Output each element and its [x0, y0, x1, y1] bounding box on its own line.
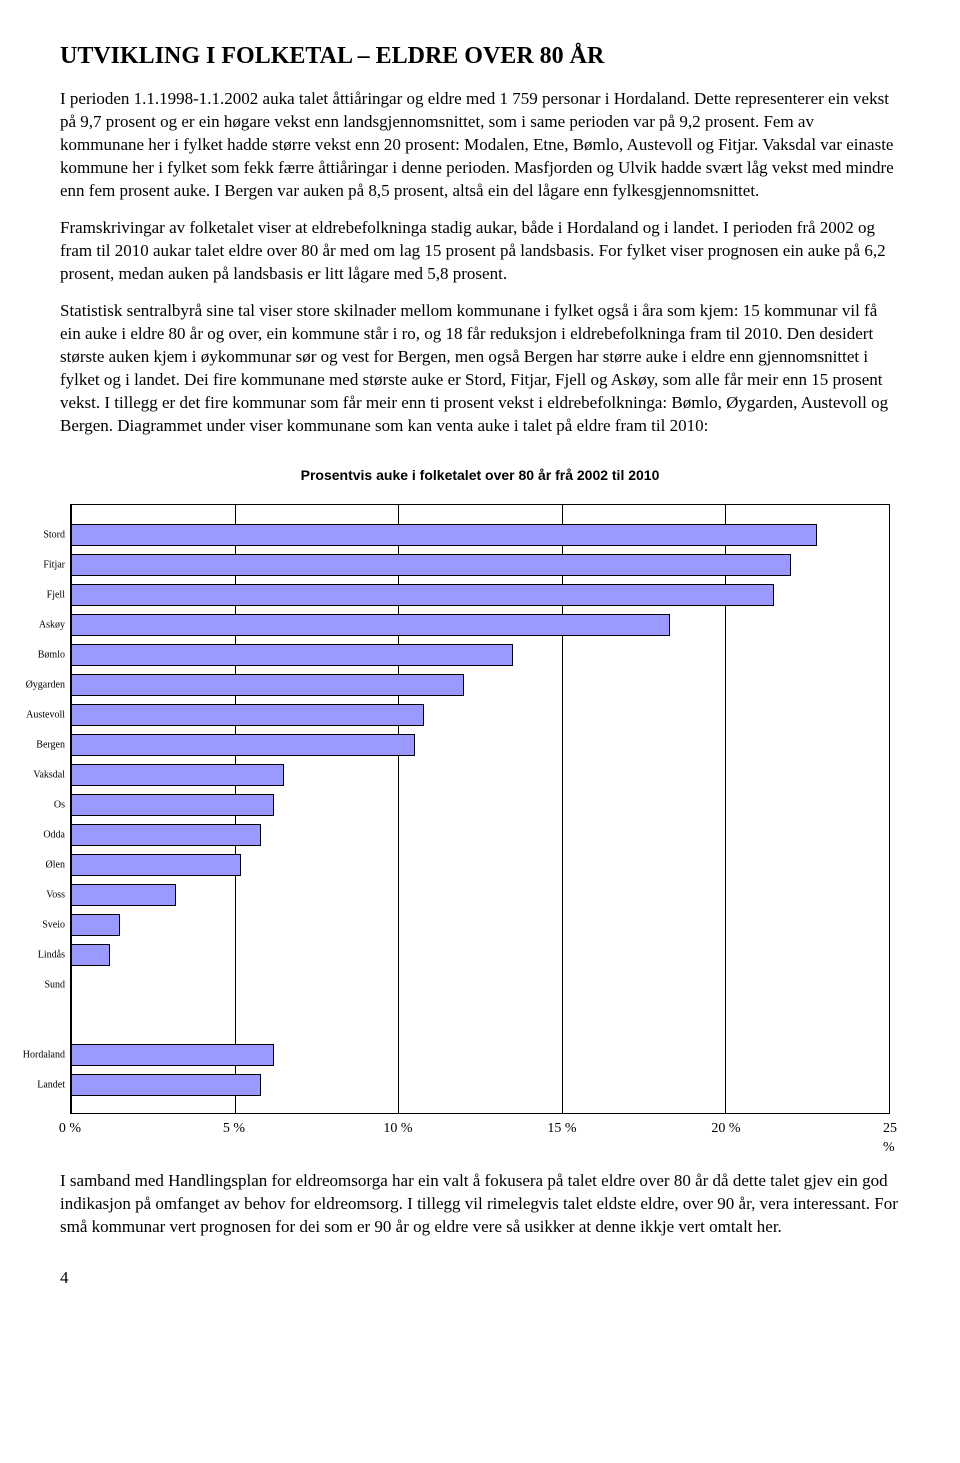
chart-bar: [71, 644, 513, 666]
chart-row-label: Fjell: [0, 589, 65, 603]
chart-row-label: Sveio: [0, 919, 65, 933]
chart-x-axis: 0 %5 %10 %15 %20 %25 %: [70, 1114, 890, 1144]
chart-bar: [71, 944, 110, 966]
chart-x-tick: 25 %: [883, 1120, 897, 1158]
chart-row-label: Austevoll: [0, 709, 65, 723]
chart-row-label: Ølen: [0, 859, 65, 873]
chart-row: Lindås: [71, 941, 889, 969]
chart-bar: [71, 734, 415, 756]
chart-row-label: Odda: [0, 829, 65, 843]
body-paragraph-1: I perioden 1.1.1998-1.1.2002 auka talet …: [60, 88, 900, 203]
chart-row-label: Hordaland: [0, 1049, 65, 1063]
chart-row: Stord: [71, 521, 889, 549]
chart-row-label: Vaksdal: [0, 769, 65, 783]
chart-row: Landet: [71, 1071, 889, 1099]
chart-gridline: [889, 505, 890, 1113]
chart-bar: [71, 704, 424, 726]
chart-row: Øygarden: [71, 671, 889, 699]
chart-row-label: Fitjar: [0, 559, 65, 573]
bar-chart: StordFitjarFjellAskøyBømloØygardenAustev…: [70, 504, 890, 1144]
chart-bar: [71, 584, 774, 606]
chart-x-tick: 15 %: [547, 1120, 576, 1139]
chart-row: Hordaland: [71, 1041, 889, 1069]
chart-row-label: Voss: [0, 889, 65, 903]
chart-bar: [71, 914, 120, 936]
chart-plot-area: StordFitjarFjellAskøyBømloØygardenAustev…: [70, 504, 890, 1114]
chart-row: Ølen: [71, 851, 889, 879]
chart-bar: [71, 764, 284, 786]
body-paragraph-2: Framskrivingar av folketalet viser at el…: [60, 217, 900, 286]
page-number: 4: [60, 1267, 900, 1290]
chart-bar: [71, 674, 464, 696]
body-paragraph-3: Statistisk sentralbyrå sine tal viser st…: [60, 300, 900, 438]
chart-x-tick: 5 %: [223, 1120, 245, 1139]
chart-row-label: Stord: [0, 529, 65, 543]
body-paragraph-4: I samband med Handlingsplan for eldreoms…: [60, 1170, 900, 1239]
chart-row-label: Landet: [0, 1079, 65, 1093]
chart-bar: [71, 794, 274, 816]
chart-row: Sund: [71, 971, 889, 999]
chart-row: Fjell: [71, 581, 889, 609]
chart-row: Fitjar: [71, 551, 889, 579]
chart-x-tick: 0 %: [59, 1120, 81, 1139]
chart-row-label: Lindås: [0, 949, 65, 963]
chart-bar: [71, 884, 176, 906]
chart-row: Os: [71, 791, 889, 819]
chart-bar: [71, 1074, 261, 1096]
chart-row: Vaksdal: [71, 761, 889, 789]
chart-row: Bergen: [71, 731, 889, 759]
chart-bar: [71, 614, 670, 636]
page-heading: UTVIKLING I FOLKETAL – ELDRE OVER 80 ÅR: [60, 40, 900, 72]
chart-x-tick: 20 %: [711, 1120, 740, 1139]
chart-bar: [71, 854, 241, 876]
chart-row: Sveio: [71, 911, 889, 939]
chart-bar: [71, 1044, 274, 1066]
chart-row: Odda: [71, 821, 889, 849]
chart-row-label: Bømlo: [0, 649, 65, 663]
chart-x-tick: 10 %: [383, 1120, 412, 1139]
chart-bar: [71, 524, 817, 546]
chart-title: Prosentvis auke i folketalet over 80 år …: [60, 466, 900, 485]
chart-row-label: Øygarden: [0, 679, 65, 693]
chart-row: Bømlo: [71, 641, 889, 669]
chart-bar: [71, 554, 791, 576]
chart-row-label: Sund: [0, 979, 65, 993]
chart-row-label: Bergen: [0, 739, 65, 753]
chart-row: Voss: [71, 881, 889, 909]
chart-row: Askøy: [71, 611, 889, 639]
chart-bar: [71, 824, 261, 846]
chart-row-label: Os: [0, 799, 65, 813]
chart-row: Austevoll: [71, 701, 889, 729]
chart-row-label: Askøy: [0, 619, 65, 633]
